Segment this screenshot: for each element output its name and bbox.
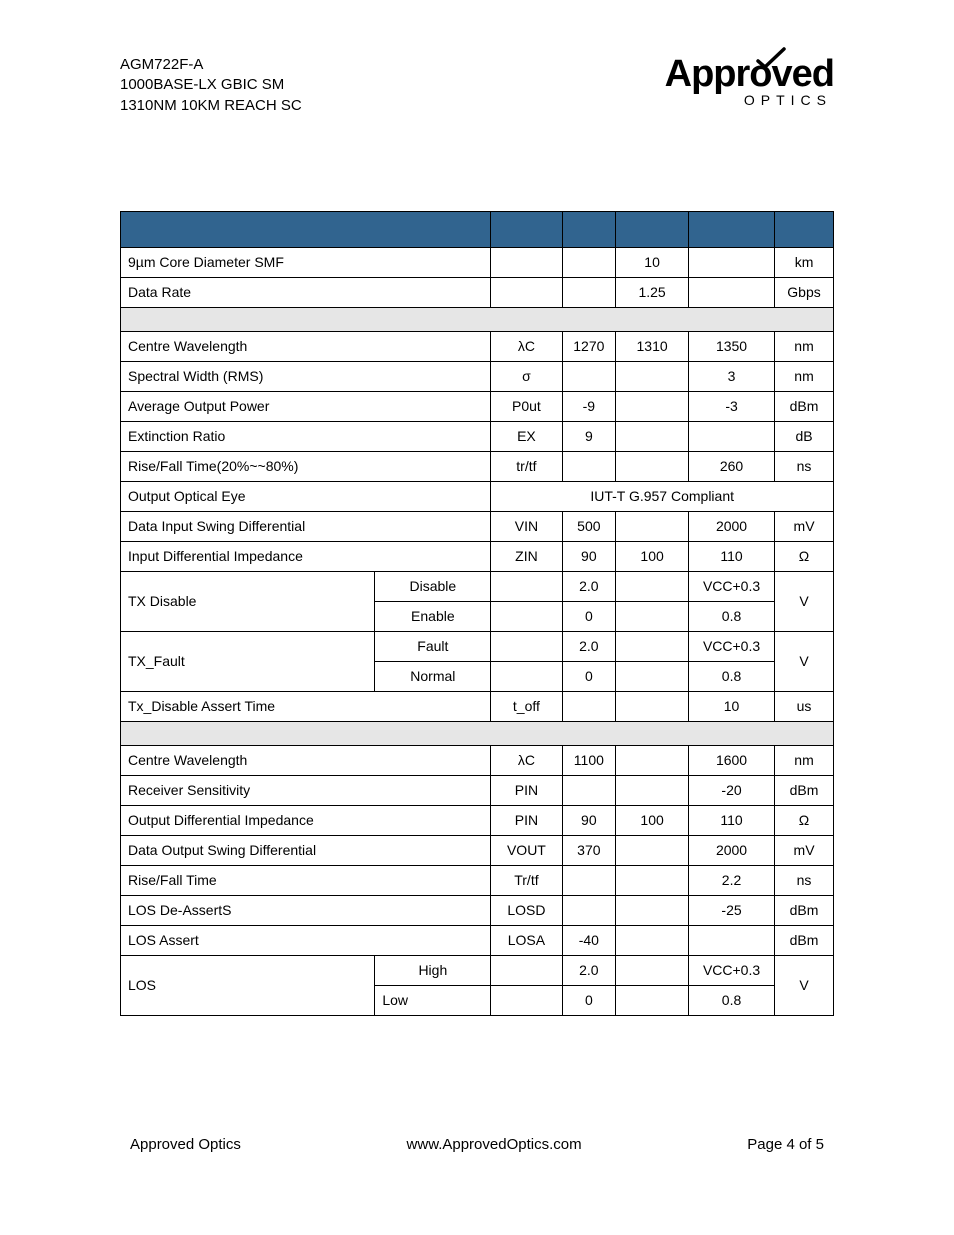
checkmark-icon bbox=[756, 47, 786, 71]
table-row: Centre Wavelength λC 1270 1310 1350 nm bbox=[121, 331, 834, 361]
table-row: LOS Assert LOSA -40 dBm bbox=[121, 925, 834, 955]
param-cell: 9µm Core Diameter SMF bbox=[121, 247, 491, 277]
table-row: 9µm Core Diameter SMF 10 km bbox=[121, 247, 834, 277]
table-row: Centre Wavelength λC 1100 1600 nm bbox=[121, 745, 834, 775]
footer-company: Approved Optics bbox=[130, 1136, 241, 1153]
footer-page: Page 4 of 5 bbox=[747, 1136, 824, 1153]
page-header: AGM722F-A 1000BASE-LX GBIC SM 1310NM 10K… bbox=[120, 55, 834, 116]
table-row: Spectral Width (RMS) σ 3 nm bbox=[121, 361, 834, 391]
table-row: TX Disable Disable 2.0 VCC+0.3 V bbox=[121, 571, 834, 601]
product-spec: 1310NM 10KM REACH SC bbox=[120, 96, 302, 116]
section-divider bbox=[121, 721, 834, 745]
spec-table: 9µm Core Diameter SMF 10 km Data Rate 1.… bbox=[120, 211, 834, 1016]
table-row: Output Differential Impedance PIN 90 100… bbox=[121, 805, 834, 835]
footer-url: www.ApprovedOptics.com bbox=[407, 1136, 582, 1153]
table-row: Receiver Sensitivity PIN -20 dBm bbox=[121, 775, 834, 805]
table-row: Rise/Fall Time(20%~~80%) tr/tf 260 ns bbox=[121, 451, 834, 481]
logo-main-text: Approved bbox=[665, 53, 834, 95]
table-row: LOS De-AssertS LOSD -25 dBm bbox=[121, 895, 834, 925]
table-row: Input Differential Impedance ZIN 90 100 … bbox=[121, 541, 834, 571]
table-row: Data Output Swing Differential VOUT 370 … bbox=[121, 835, 834, 865]
table-row: Tx_Disable Assert Time t_off 10 us bbox=[121, 691, 834, 721]
table-row: TX_Fault Fault 2.0 VCC+0.3 V bbox=[121, 631, 834, 661]
table-row: Data Input Swing Differential VIN 500 20… bbox=[121, 511, 834, 541]
table-row: Data Rate 1.25 Gbps bbox=[121, 277, 834, 307]
model-number: AGM722F-A bbox=[120, 55, 302, 75]
table-row: LOS High 2.0 VCC+0.3 V bbox=[121, 955, 834, 985]
product-header: AGM722F-A 1000BASE-LX GBIC SM 1310NM 10K… bbox=[120, 55, 302, 116]
logo-sub-text: OPTICS bbox=[665, 93, 832, 107]
compliance-cell: IUT-T G.957 Compliant bbox=[491, 481, 834, 511]
table-row: Rise/Fall Time Tr/tf 2.2 ns bbox=[121, 865, 834, 895]
table-row: Average Output Power P0ut -9 -3 dBm bbox=[121, 391, 834, 421]
page-footer: Approved Optics www.ApprovedOptics.com P… bbox=[130, 1136, 824, 1153]
section-divider bbox=[121, 307, 834, 331]
product-type: 1000BASE-LX GBIC SM bbox=[120, 75, 302, 95]
table-row: Output Optical Eye IUT-T G.957 Compliant bbox=[121, 481, 834, 511]
table-header-row bbox=[121, 211, 834, 247]
company-logo: Approved OPTICS bbox=[665, 55, 834, 107]
table-row: Extinction Ratio EX 9 dB bbox=[121, 421, 834, 451]
